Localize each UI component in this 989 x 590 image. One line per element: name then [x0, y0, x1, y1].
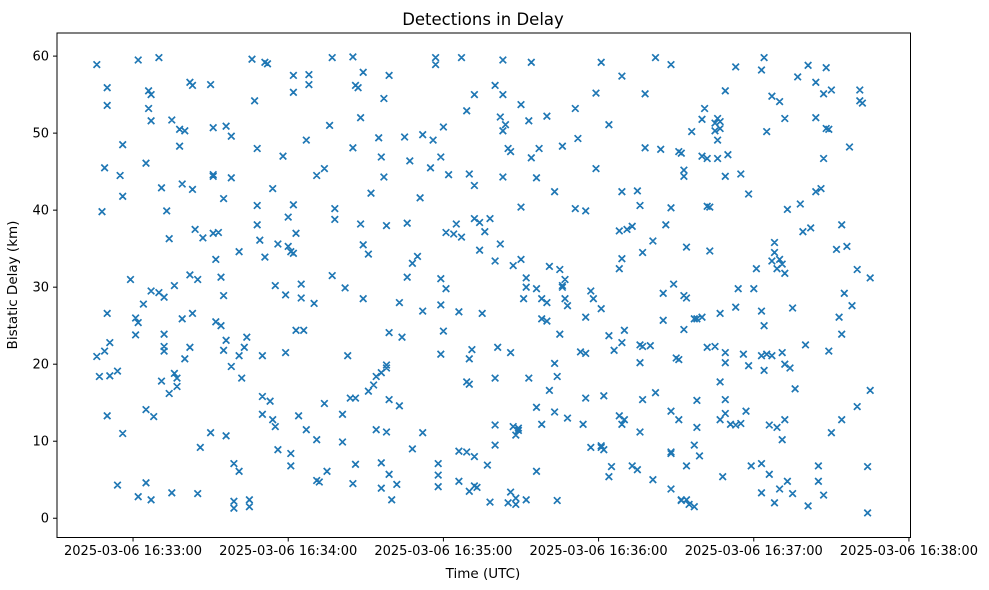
x-tick-label: 2025-03-06 16:38:00 [840, 544, 978, 559]
chart-title: Detections in Delay [402, 10, 564, 29]
y-tick-label: 60 [32, 50, 49, 65]
y-tick-label: 40 [32, 204, 49, 219]
y-tick-label: 50 [32, 127, 49, 142]
y-axis-label: Bistatic Delay (km) [5, 221, 21, 350]
x-tick-label: 2025-03-06 16:35:00 [374, 544, 512, 559]
plot-border [56, 32, 911, 538]
scatter-points [92, 52, 875, 517]
y-tick-label: 10 [32, 435, 49, 450]
y-tick-label: 20 [32, 358, 49, 373]
x-tick-label: 2025-03-06 16:36:00 [530, 544, 668, 559]
detection-markers [92, 52, 875, 517]
x-tick-label: 2025-03-06 16:34:00 [219, 544, 357, 559]
y-tick-label: 30 [32, 281, 49, 296]
x-tick-label: 2025-03-06 16:33:00 [64, 544, 202, 559]
axis-ticks: 2025-03-06 16:33:00 2025-03-06 16:34:00 20… [32, 50, 978, 559]
x-tick-label: 2025-03-06 16:37:00 [685, 544, 823, 559]
x-axis-label: Time (UTC) [445, 566, 521, 582]
y-tick-label: 0 [41, 512, 49, 527]
axes-frame [56, 32, 911, 538]
